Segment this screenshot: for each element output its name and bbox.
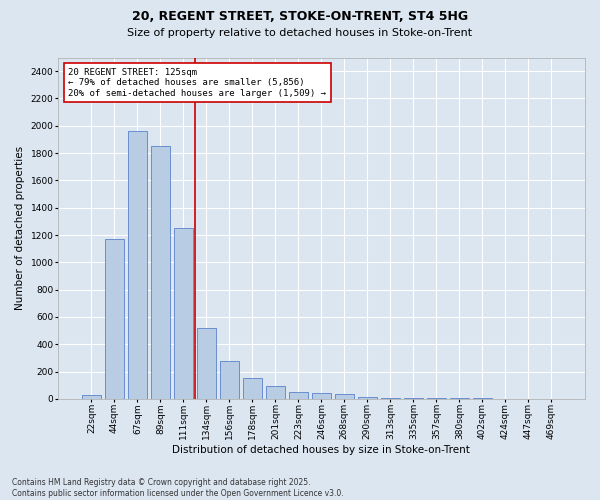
Bar bbox=[220, 360, 239, 399]
Bar bbox=[266, 386, 285, 399]
Y-axis label: Number of detached properties: Number of detached properties bbox=[15, 146, 25, 310]
Text: 20 REGENT STREET: 125sqm
← 79% of detached houses are smaller (5,856)
20% of sem: 20 REGENT STREET: 125sqm ← 79% of detach… bbox=[68, 68, 326, 98]
Bar bbox=[335, 394, 354, 399]
Bar bbox=[380, 398, 400, 399]
Bar bbox=[173, 228, 193, 399]
Bar bbox=[82, 395, 101, 399]
Text: Size of property relative to detached houses in Stoke-on-Trent: Size of property relative to detached ho… bbox=[127, 28, 473, 38]
Text: Contains HM Land Registry data © Crown copyright and database right 2025.
Contai: Contains HM Land Registry data © Crown c… bbox=[12, 478, 344, 498]
Bar bbox=[104, 239, 124, 399]
Text: 20, REGENT STREET, STOKE-ON-TRENT, ST4 5HG: 20, REGENT STREET, STOKE-ON-TRENT, ST4 5… bbox=[132, 10, 468, 23]
Bar bbox=[404, 398, 423, 399]
Bar bbox=[289, 392, 308, 399]
Bar bbox=[311, 394, 331, 399]
Bar bbox=[242, 378, 262, 399]
Bar bbox=[358, 397, 377, 399]
X-axis label: Distribution of detached houses by size in Stoke-on-Trent: Distribution of detached houses by size … bbox=[172, 445, 470, 455]
Bar bbox=[128, 131, 147, 399]
Bar bbox=[197, 328, 216, 399]
Bar bbox=[151, 146, 170, 399]
